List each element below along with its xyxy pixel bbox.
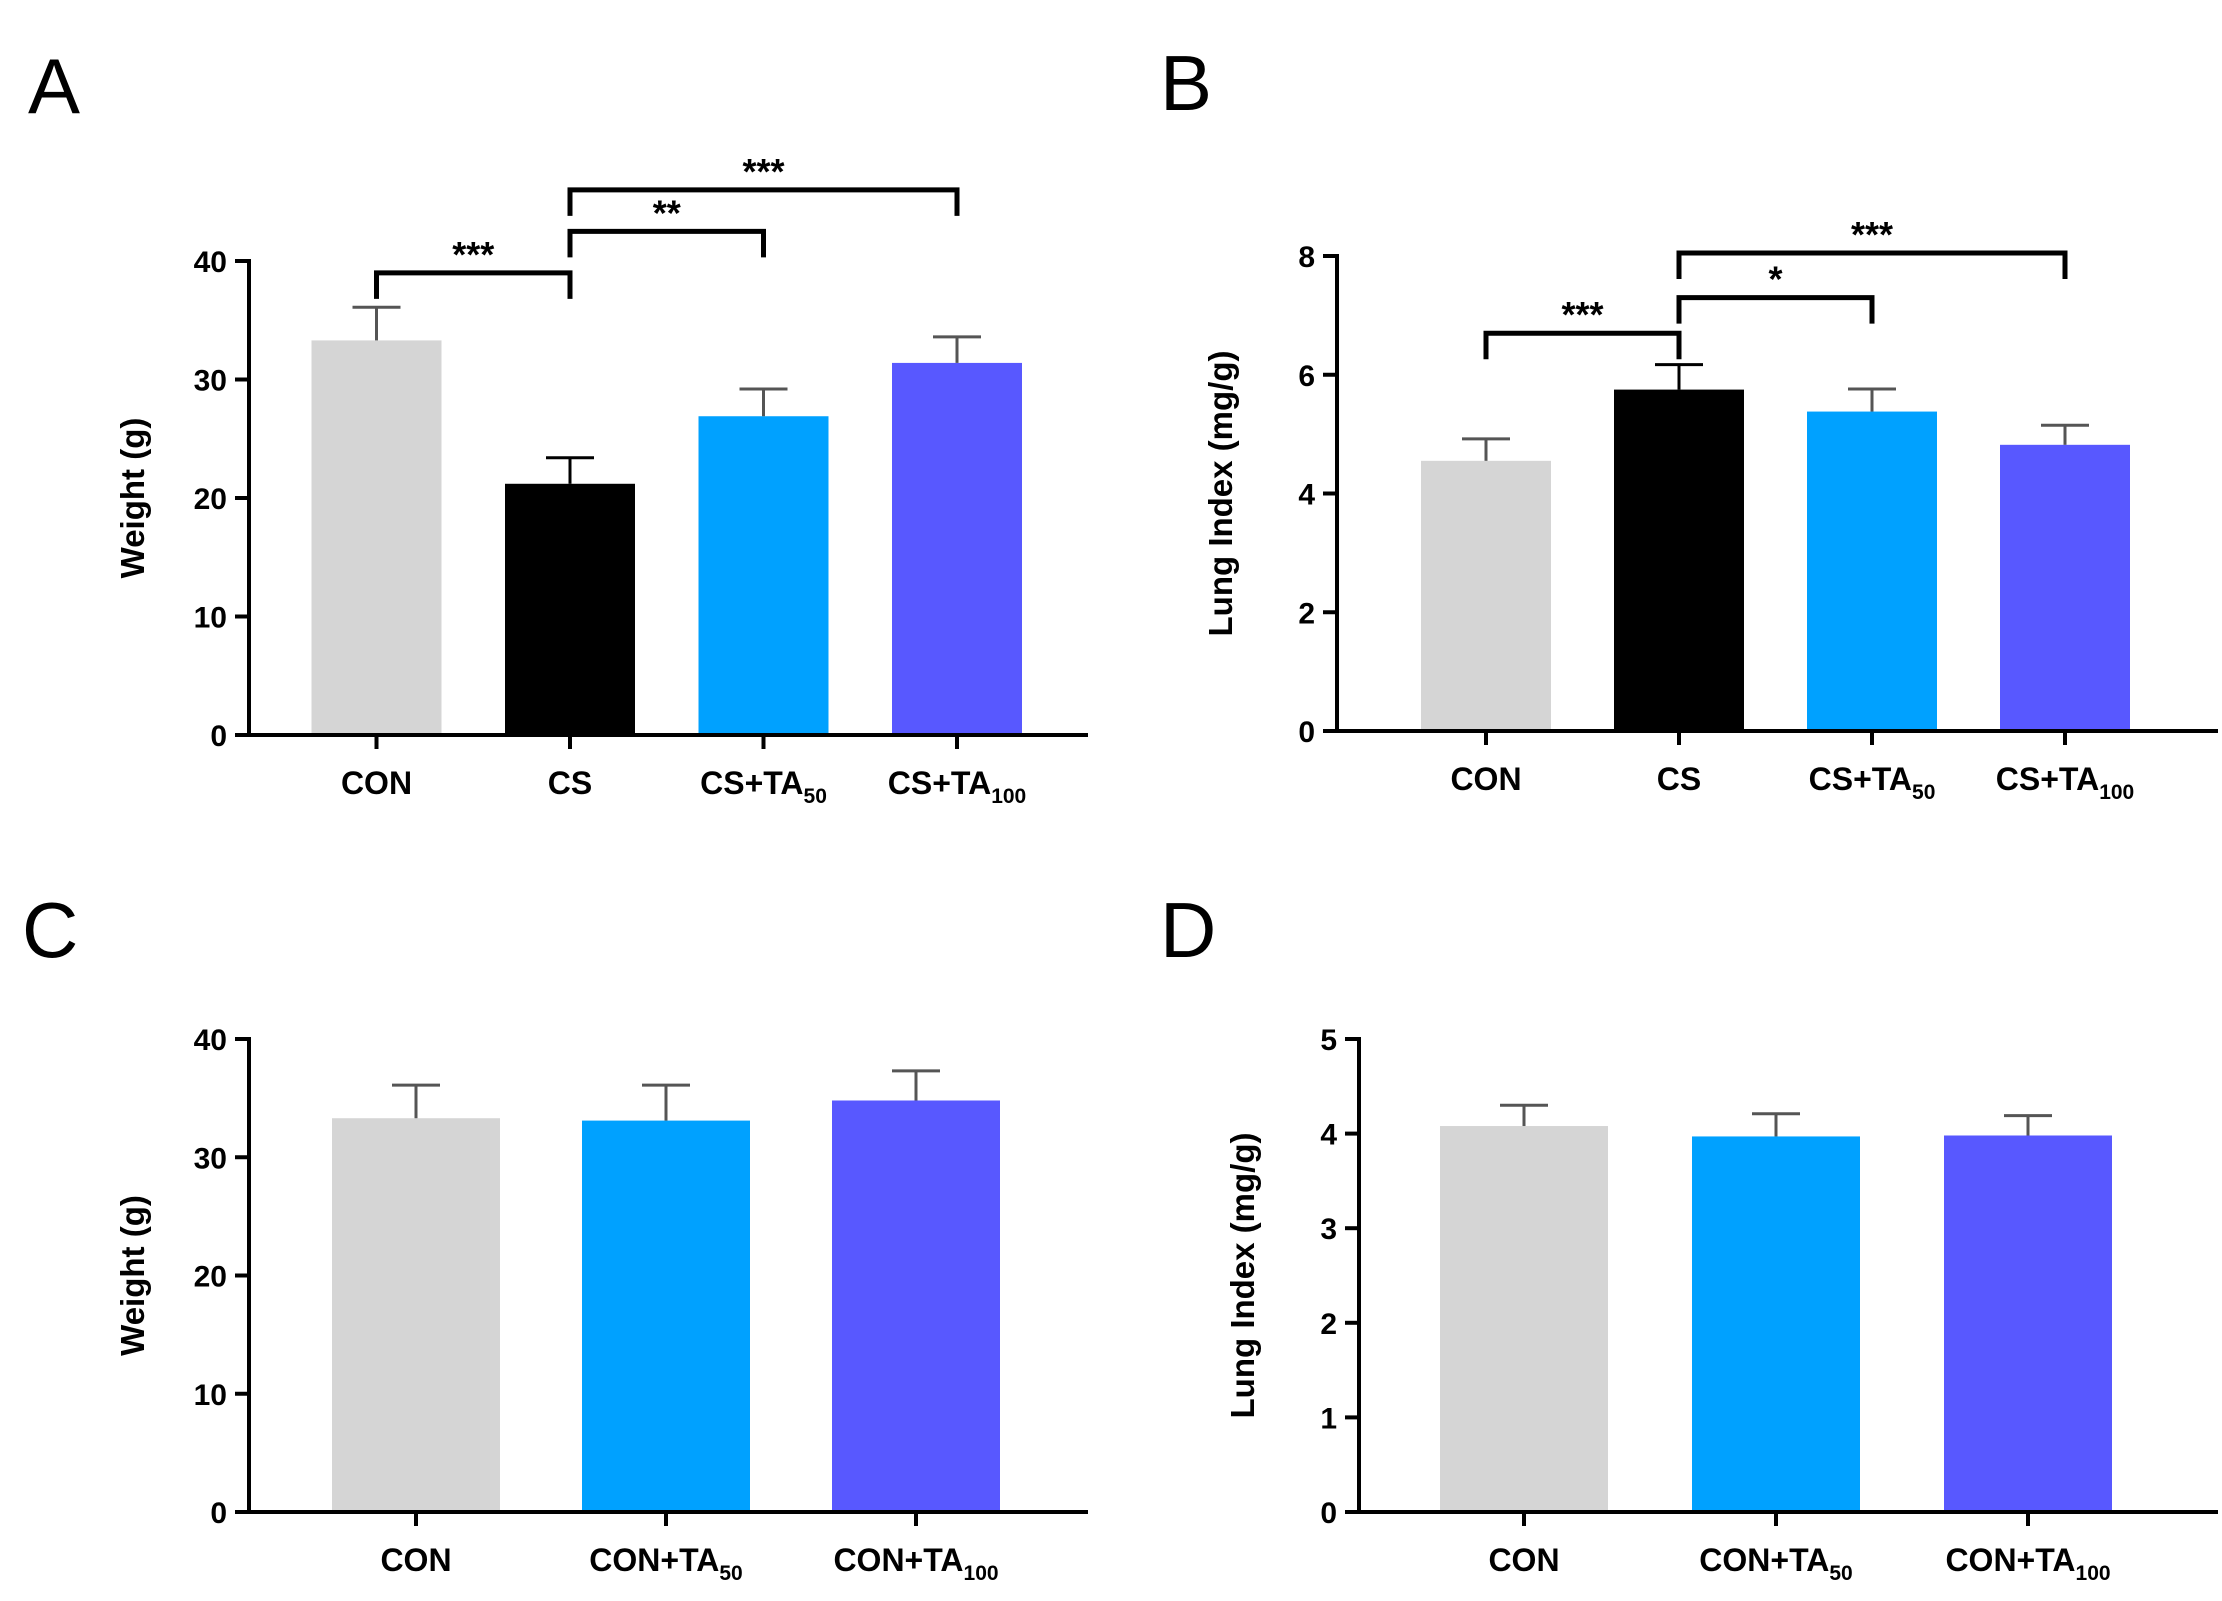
y-tick-label-d-5: 5 — [1320, 1024, 1337, 1057]
x-category-main-a-3: CS+TA — [888, 765, 991, 801]
y-axis-title-d: Lung Index (mg/g) — [1224, 1133, 1261, 1419]
significance-bracket-b-2 — [1676, 250, 2068, 280]
x-category-label-a-2: CS+TA50 — [700, 765, 827, 808]
significance-bracket-b-1 — [1676, 295, 1875, 324]
x-category-label-a-0: CON — [341, 765, 412, 801]
x-category-label-b-1: CS — [1657, 761, 1701, 797]
panel-letter-c: C — [22, 886, 78, 974]
panel-letter-b: B — [1160, 39, 1212, 127]
bar-d-1 — [1692, 1136, 1860, 1512]
x-category-main-b-0: CON — [1450, 761, 1521, 797]
significance-label-b-0: *** — [1561, 294, 1603, 335]
x-category-sub-a-3: 100 — [991, 785, 1026, 808]
x-category-main-d-2: CON+TA — [1945, 1542, 2075, 1578]
x-category-label-d-2: CON+TA100 — [1945, 1542, 2110, 1585]
x-category-sub-b-2: 50 — [1912, 781, 1935, 804]
significance-bracket-a-0 — [374, 270, 573, 299]
bar-a-3 — [892, 362, 1022, 735]
panel-letter-d: D — [1160, 886, 1216, 974]
y-axis-title-b: Lung Index (mg/g) — [1202, 351, 1239, 637]
bar-c-1 — [582, 1120, 750, 1512]
significance-label-a-0: *** — [452, 234, 494, 275]
y-tick-label-a-2: 20 — [194, 483, 227, 516]
bar-d-2 — [1944, 1135, 2112, 1512]
bar-b-1 — [1614, 389, 1744, 731]
y-tick-label-c-0: 0 — [210, 1497, 227, 1530]
bar-b-2 — [1807, 411, 1937, 731]
x-category-main-d-1: CON+TA — [1699, 1542, 1829, 1578]
significance-label-a-1: ** — [653, 192, 681, 233]
y-tick-label-b-2: 4 — [1298, 479, 1315, 512]
x-category-main-d-0: CON — [1488, 1542, 1559, 1578]
y-tick-label-c-3: 30 — [194, 1142, 227, 1175]
x-category-main-a-0: CON — [341, 765, 412, 801]
x-category-sub-b-3: 100 — [2099, 781, 2134, 804]
y-tick-label-c-2: 20 — [194, 1261, 227, 1294]
x-category-label-a-1: CS — [548, 765, 592, 801]
bar-c-0 — [332, 1118, 500, 1512]
y-tick-label-d-2: 2 — [1320, 1308, 1337, 1341]
x-category-main-c-2: CON+TA — [833, 1542, 963, 1578]
y-tick-label-b-0: 0 — [1298, 716, 1315, 749]
x-category-label-a-3: CS+TA100 — [888, 765, 1026, 808]
x-category-main-b-2: CS+TA — [1809, 761, 1912, 797]
bar-d-0 — [1440, 1126, 1608, 1512]
x-category-main-a-1: CS — [548, 765, 592, 801]
x-category-sub-d-2: 100 — [2076, 1562, 2111, 1585]
x-category-main-b-1: CS — [1657, 761, 1701, 797]
y-tick-label-b-3: 6 — [1298, 360, 1315, 393]
y-tick-label-b-4: 8 — [1298, 241, 1315, 274]
y-tick-label-d-3: 3 — [1320, 1213, 1337, 1246]
y-tick-label-a-3: 30 — [194, 365, 227, 398]
x-category-label-d-0: CON — [1488, 1542, 1559, 1578]
y-axis-title-c: Weight (g) — [114, 1195, 151, 1356]
x-category-label-b-0: CON — [1450, 761, 1521, 797]
bar-c-2 — [832, 1100, 1000, 1512]
x-category-label-c-0: CON — [380, 1542, 451, 1578]
x-category-label-c-2: CON+TA100 — [833, 1542, 998, 1585]
y-tick-label-d-0: 0 — [1320, 1497, 1337, 1530]
x-category-main-b-3: CS+TA — [1996, 761, 2099, 797]
y-tick-label-a-4: 40 — [194, 246, 227, 279]
x-category-label-b-2: CS+TA50 — [1809, 761, 1936, 804]
y-tick-label-c-1: 10 — [194, 1379, 227, 1412]
x-category-main-a-2: CS+TA — [700, 765, 803, 801]
y-tick-label-a-1: 10 — [194, 602, 227, 635]
y-axis-title-a: Weight (g) — [114, 418, 151, 579]
y-tick-label-a-0: 0 — [210, 720, 227, 753]
x-category-main-c-0: CON — [380, 1542, 451, 1578]
significance-bracket-a-1 — [567, 228, 766, 258]
y-tick-label-d-1: 1 — [1320, 1402, 1337, 1435]
significance-bracket-a-2 — [567, 187, 960, 216]
bar-a-0 — [311, 340, 442, 735]
panel-letter-a: A — [28, 42, 80, 130]
bar-b-0 — [1421, 460, 1551, 731]
x-category-main-c-1: CON+TA — [589, 1542, 719, 1578]
bar-b-3 — [2000, 444, 2130, 731]
significance-bracket-b-0 — [1483, 330, 1682, 360]
x-category-label-c-1: CON+TA50 — [589, 1542, 742, 1585]
bar-a-1 — [505, 483, 635, 735]
y-tick-label-b-1: 2 — [1298, 597, 1315, 630]
bar-a-2 — [698, 416, 829, 735]
x-category-sub-c-1: 50 — [719, 1562, 742, 1585]
significance-label-b-1: * — [1768, 259, 1782, 300]
significance-label-b-2: *** — [1851, 214, 1893, 255]
x-category-label-b-3: CS+TA100 — [1996, 761, 2134, 804]
x-category-sub-a-2: 50 — [804, 785, 827, 808]
x-category-label-d-1: CON+TA50 — [1699, 1542, 1852, 1585]
x-category-sub-c-2: 100 — [964, 1562, 999, 1585]
y-tick-label-d-4: 4 — [1320, 1119, 1337, 1152]
significance-label-a-2: *** — [742, 151, 784, 192]
x-category-sub-d-1: 50 — [1829, 1562, 1852, 1585]
y-tick-label-c-4: 40 — [194, 1024, 227, 1057]
